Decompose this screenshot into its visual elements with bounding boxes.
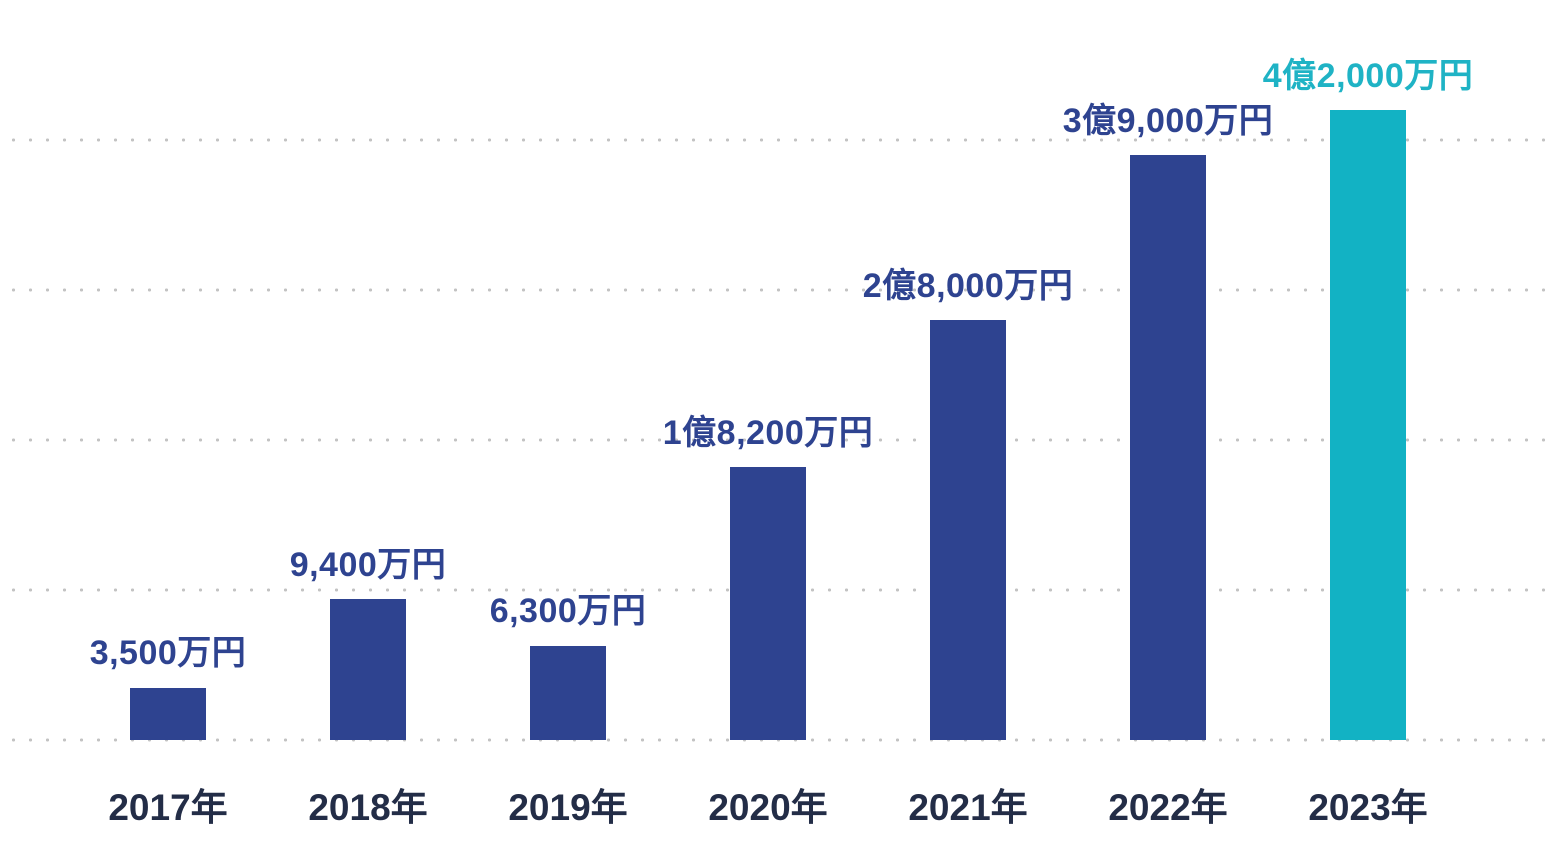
x-axis-label: 2017年 — [108, 787, 228, 828]
x-axis-label: 2021年 — [908, 787, 1028, 828]
x-axis-label: 2022年 — [1108, 787, 1228, 828]
bar — [330, 599, 406, 740]
bar-value-label: 2億8,000万円 — [862, 266, 1074, 305]
bar-value-label: 1億8,200万円 — [662, 413, 874, 452]
chart-column: 2億8,000万円 2021年 — [863, 0, 1073, 847]
bar — [130, 687, 206, 740]
bar — [530, 645, 606, 740]
bar-value-label: 4億2,000万円 — [1262, 56, 1474, 95]
chart-column: 4億2,000万円 2023年 — [1263, 0, 1473, 847]
chart-column: 3,500万円 2017年 — [68, 0, 268, 847]
chart-column: 1億8,200万円 2020年 — [663, 0, 873, 847]
bar — [930, 320, 1006, 740]
bar-value-label: 6,300万円 — [489, 592, 647, 631]
bar-value-label: 9,400万円 — [289, 545, 447, 584]
chart-column: 6,300万円 2019年 — [468, 0, 668, 847]
x-axis-label: 2019年 — [508, 787, 628, 828]
bar-value-label: 3,500万円 — [89, 634, 247, 673]
bar — [730, 467, 806, 740]
chart-column: 3億9,000万円 2022年 — [1063, 0, 1273, 847]
x-axis-label: 2018年 — [308, 787, 428, 828]
x-axis-label: 2023年 — [1308, 787, 1428, 828]
bar — [1330, 110, 1406, 740]
chart-column: 9,400万円 2018年 — [268, 0, 468, 847]
bar-value-label: 3億9,000万円 — [1062, 101, 1274, 140]
plot-columns: 3,500万円 2017年 9,400万円 2018年 6,300万円 2019… — [68, 0, 1473, 847]
x-axis-label: 2020年 — [708, 787, 828, 828]
bar — [1130, 155, 1206, 740]
